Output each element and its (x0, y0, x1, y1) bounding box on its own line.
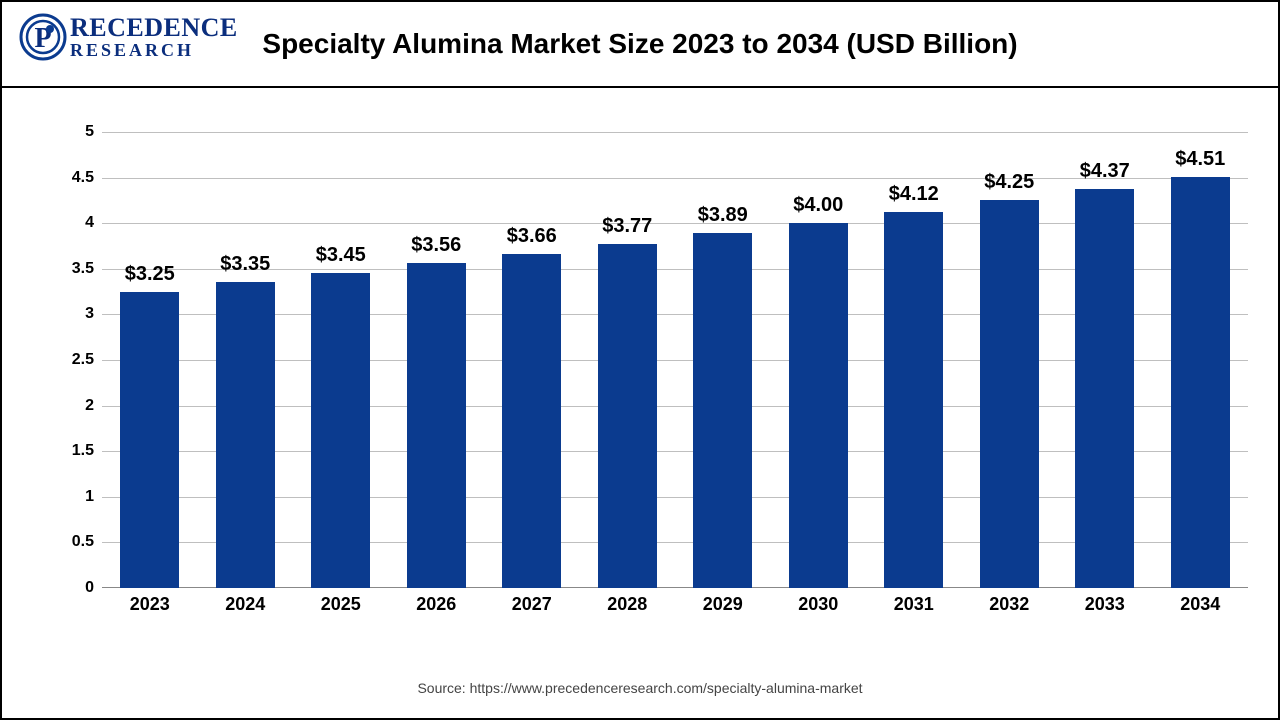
bar-slot: $3.77 (580, 132, 676, 588)
bar: $3.56 (407, 263, 466, 588)
bar: $4.25 (980, 200, 1039, 588)
x-tick-label: 2026 (389, 588, 485, 618)
chart-title: Specialty Alumina Market Size 2023 to 20… (262, 28, 1017, 60)
bar-slot: $4.37 (1057, 132, 1153, 588)
y-tick-label: 3 (62, 305, 94, 323)
bar-slot: $4.25 (962, 132, 1058, 588)
bar-value-label: $3.66 (507, 225, 557, 248)
y-tick-label: 5 (62, 123, 94, 141)
bar: $3.35 (216, 282, 275, 588)
x-tick-label: 2032 (962, 588, 1058, 618)
plot-region: $3.25 $3.35 $3.45 $3.56 $3.66 $3.77 $3.89 $4.00… (102, 132, 1248, 588)
bar: $3.77 (598, 244, 657, 588)
x-tick-label: 2031 (866, 588, 962, 618)
chart-container: P RECEDENCE RESEARCH Specialty Alumina M… (0, 0, 1280, 720)
header: P RECEDENCE RESEARCH Specialty Alumina M… (2, 2, 1278, 88)
brand-line1: RECEDENCE (70, 15, 238, 41)
bars-group: $3.25 $3.35 $3.45 $3.56 $3.66 $3.77 $3.89 $4.00… (102, 132, 1248, 588)
brand-logo: P RECEDENCE RESEARCH (18, 12, 238, 62)
bar-slot: $4.12 (866, 132, 962, 588)
bar-slot: $4.00 (771, 132, 867, 588)
x-tick-label: 2023 (102, 588, 198, 618)
bar-slot: $3.66 (484, 132, 580, 588)
brand-line2: RESEARCH (70, 41, 238, 59)
bar-slot: $3.45 (293, 132, 389, 588)
logo-text: RECEDENCE RESEARCH (70, 15, 238, 59)
x-tick-label: 2034 (1153, 588, 1249, 618)
y-tick-label: 1 (62, 488, 94, 506)
y-tick-label: 2 (62, 397, 94, 415)
bar-value-label: $3.77 (602, 215, 652, 238)
bar-value-label: $4.37 (1080, 160, 1130, 183)
bar-value-label: $4.51 (1175, 148, 1225, 171)
bar-slot: $3.89 (675, 132, 771, 588)
chart-area: $3.25 $3.35 $3.45 $3.56 $3.66 $3.77 $3.89 $4.00… (62, 132, 1248, 618)
bar-value-label: $3.25 (125, 263, 175, 286)
bar-slot: $3.56 (389, 132, 485, 588)
bar: $4.12 (884, 212, 943, 588)
x-tick-label: 2033 (1057, 588, 1153, 618)
x-labels: 2023202420252026202720282029203020312032… (102, 588, 1248, 618)
bar: $3.45 (311, 273, 370, 588)
bar-slot: $4.51 (1153, 132, 1249, 588)
bar-value-label: $4.12 (889, 183, 939, 206)
x-tick-label: 2027 (484, 588, 580, 618)
bar-value-label: $3.35 (220, 253, 270, 276)
y-tick-label: 1.5 (62, 442, 94, 460)
bar: $3.66 (502, 254, 561, 588)
x-tick-label: 2025 (293, 588, 389, 618)
y-tick-label: 0.5 (62, 533, 94, 551)
bar-value-label: $3.89 (698, 204, 748, 227)
bar: $3.25 (120, 292, 179, 588)
x-tick-label: 2028 (580, 588, 676, 618)
y-tick-label: 2.5 (62, 351, 94, 369)
bar: $4.37 (1075, 189, 1134, 588)
bar-value-label: $4.00 (793, 194, 843, 217)
bar: $3.89 (693, 233, 752, 588)
bar-value-label: $3.45 (316, 244, 366, 267)
y-tick-label: 4.5 (62, 169, 94, 187)
y-tick-label: 3.5 (62, 260, 94, 278)
bar-value-label: $3.56 (411, 234, 461, 257)
bar: $4.00 (789, 223, 848, 588)
y-tick-label: 4 (62, 214, 94, 232)
bar: $4.51 (1171, 177, 1230, 588)
bar-slot: $3.25 (102, 132, 198, 588)
x-tick-label: 2030 (771, 588, 867, 618)
x-tick-label: 2024 (198, 588, 294, 618)
bar-slot: $3.35 (198, 132, 294, 588)
logo-emblem-icon: P (18, 12, 68, 62)
bar-value-label: $4.25 (984, 171, 1034, 194)
x-tick-label: 2029 (675, 588, 771, 618)
source-citation: Source: https://www.precedenceresearch.c… (2, 680, 1278, 696)
y-tick-label: 0 (62, 579, 94, 597)
